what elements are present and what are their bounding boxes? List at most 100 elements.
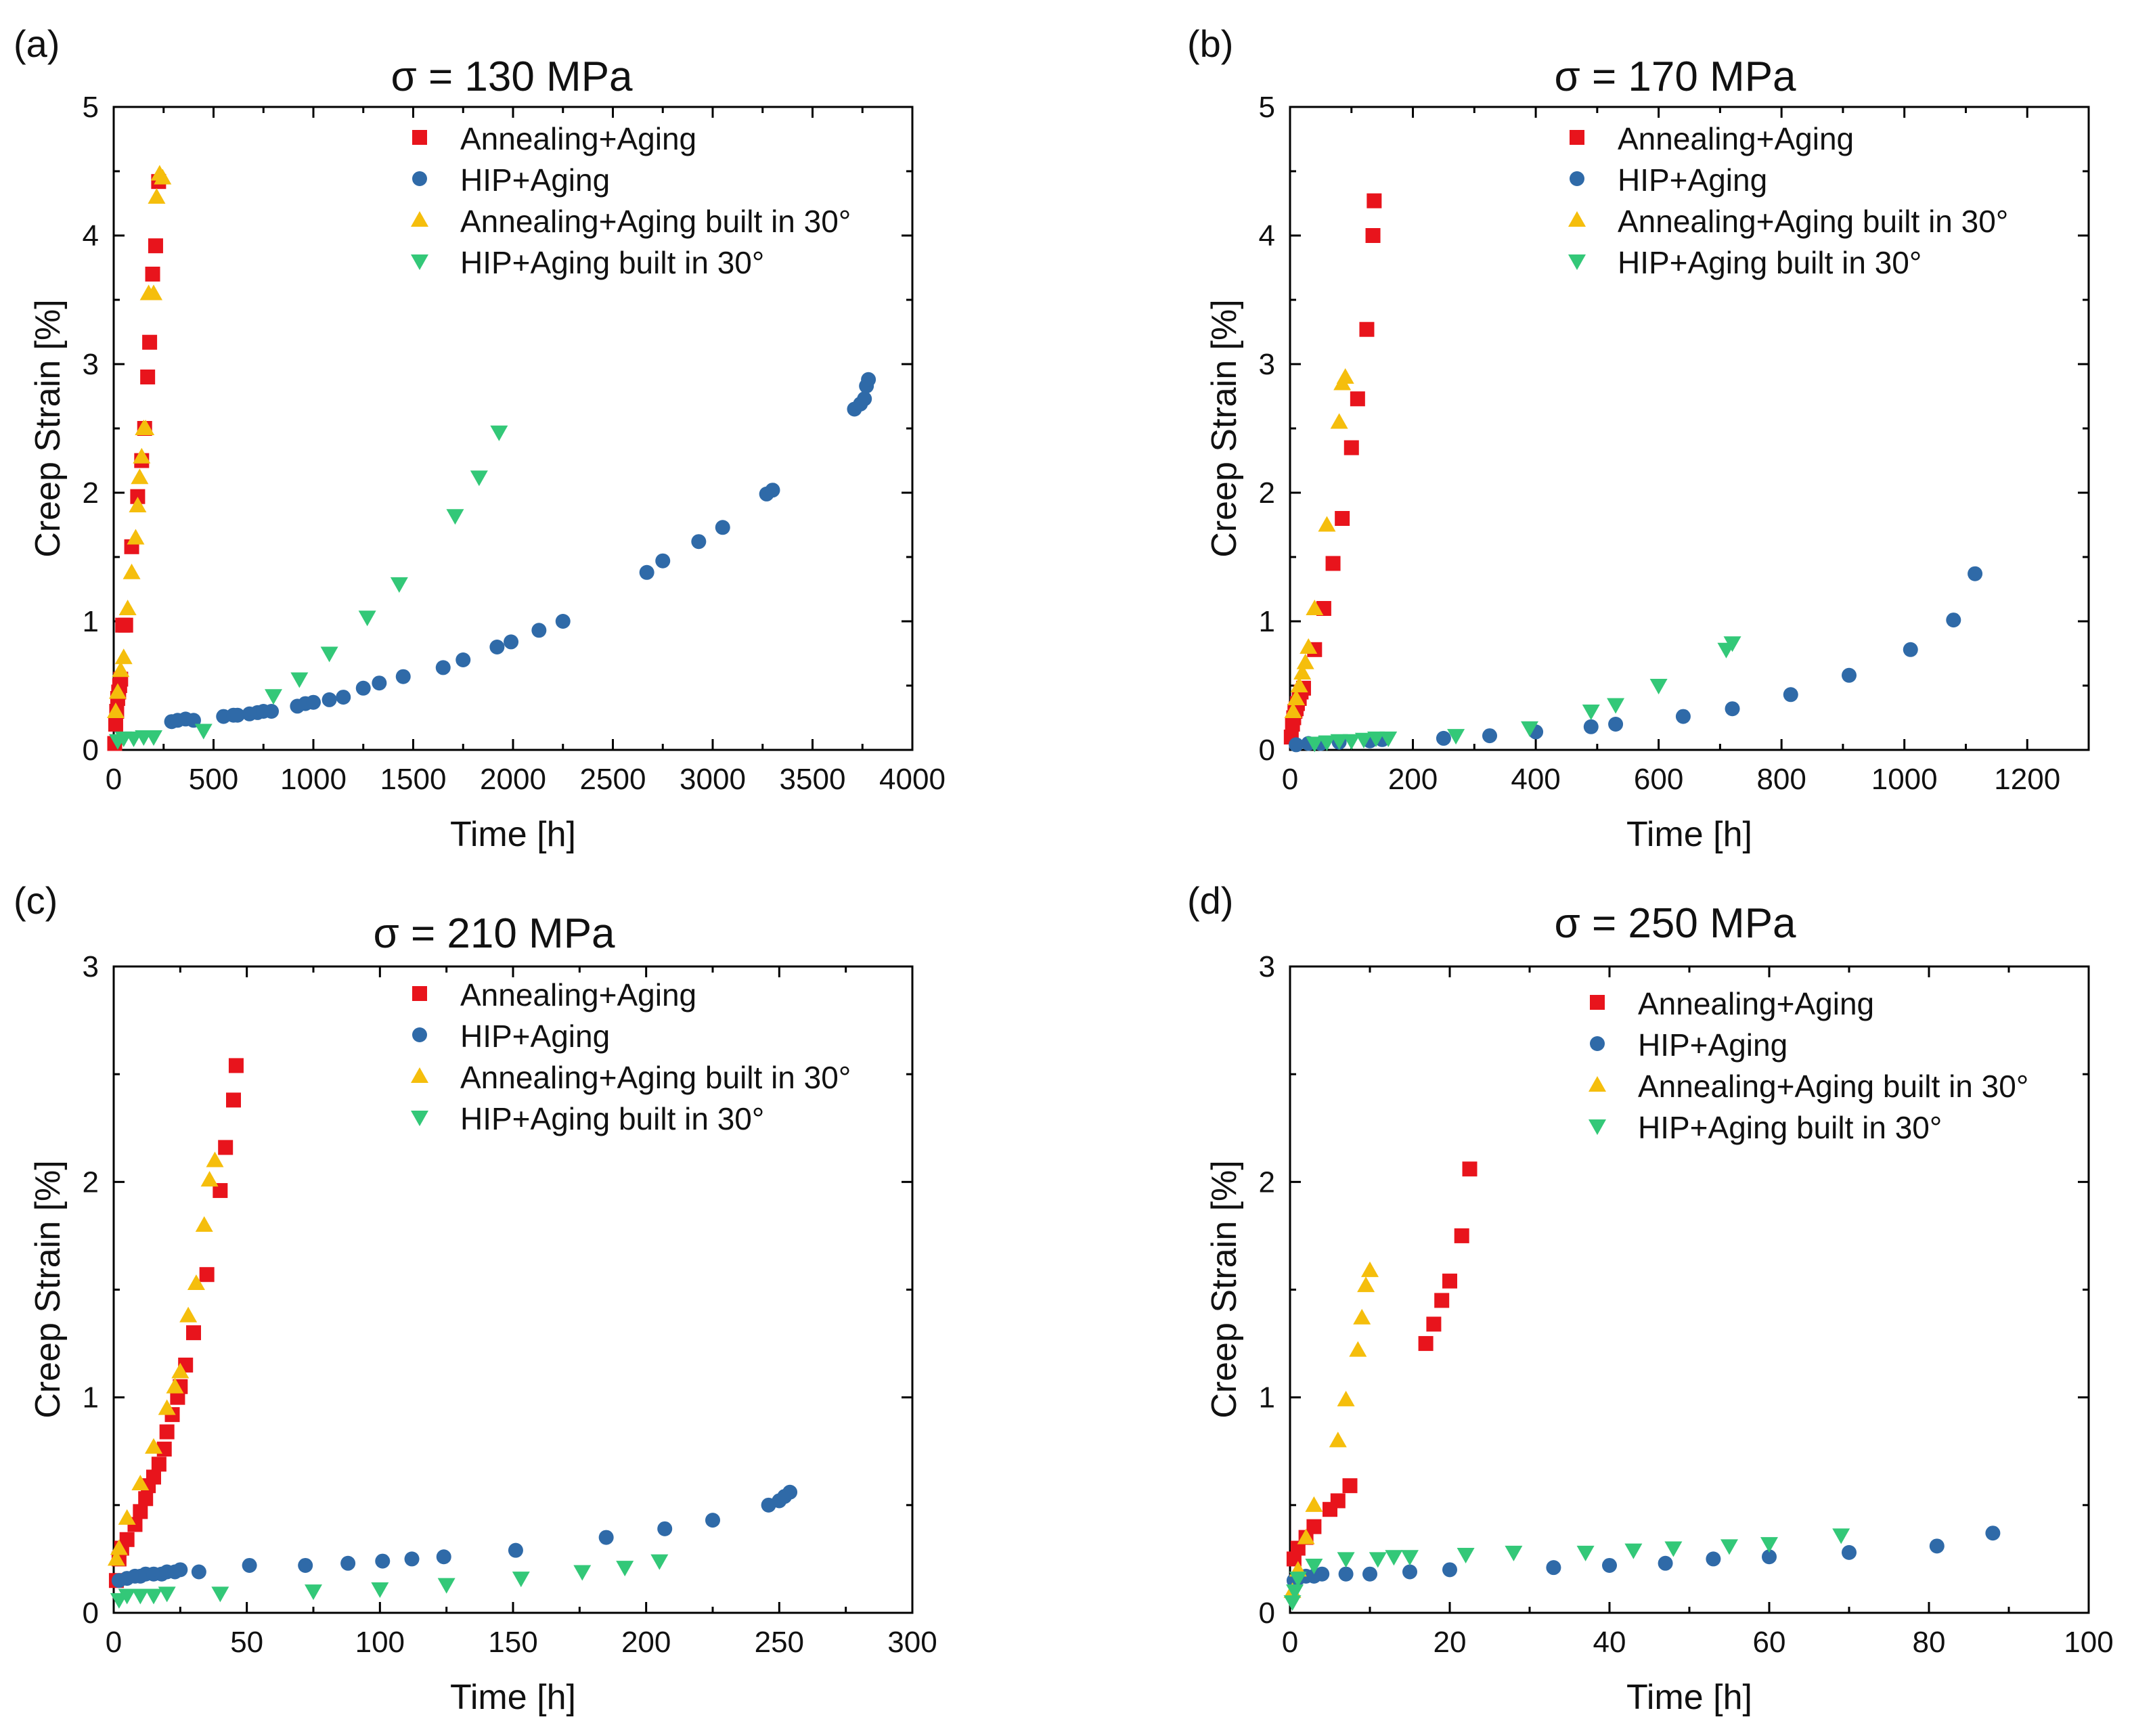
data-point-hip30 (1283, 1595, 1302, 1611)
data-markers (107, 1058, 798, 1609)
data-point-hip (395, 669, 411, 684)
data-point-hip30 (512, 1572, 530, 1588)
x-tick-label: 20 (1434, 1626, 1467, 1659)
legend-label: Annealing+Aging built in 30° (460, 204, 851, 239)
data-point-aa (1365, 228, 1381, 243)
data-point-aa (1454, 1228, 1469, 1243)
data-point-hip (1338, 1566, 1354, 1582)
x-tick-label: 3000 (680, 763, 746, 796)
y-tick-label: 1 (1259, 1381, 1275, 1415)
data-point-hip (1842, 1544, 1857, 1560)
data-markers (1283, 1161, 2001, 1611)
data-point-aa30 (1329, 1431, 1347, 1448)
data-point-hip (598, 1530, 614, 1545)
legend-label: Annealing+Aging (460, 121, 696, 156)
data-point-hip (1482, 728, 1497, 744)
data-point-aa30 (1357, 1276, 1375, 1293)
data-point-aa (1306, 1519, 1322, 1534)
x-tick-label: 2000 (480, 763, 546, 796)
data-point-aa (159, 1424, 175, 1440)
data-point-aa30 (127, 529, 145, 545)
data-point-hip30 (1367, 731, 1385, 747)
data-point-hip30 (1521, 721, 1538, 737)
data-point-hip30 (1457, 1548, 1475, 1564)
data-point-hip (436, 1549, 451, 1565)
data-point-hip30 (1576, 1545, 1595, 1561)
data-point-hip30 (1720, 1539, 1738, 1555)
legend-label: HIP+Aging (1638, 1027, 1787, 1063)
data-point-aa30 (133, 447, 151, 464)
data-point-aa30 (1297, 1528, 1315, 1544)
data-point-hip (1968, 566, 1983, 581)
legend-marker-hip (1590, 1036, 1605, 1051)
data-point-hip30 (1447, 729, 1465, 745)
data-point-hip (404, 1551, 420, 1567)
x-tick-label: 100 (2064, 1626, 2113, 1659)
legend-marker-hip30 (411, 1111, 428, 1126)
data-point-aa (186, 1325, 201, 1341)
data-point-hip30 (1582, 705, 1600, 720)
data-point-hip30 (358, 610, 376, 627)
chart-title: σ = 250 MPa (1554, 900, 1796, 947)
data-point-aa30 (179, 1306, 198, 1322)
data-point-hip (1314, 1566, 1330, 1582)
data-point-hip (1436, 730, 1451, 746)
x-tick-label: 150 (488, 1626, 537, 1659)
data-point-hip30 (390, 577, 408, 593)
data-point-aa30 (106, 703, 125, 718)
x-tick-label: 600 (1634, 763, 1683, 796)
y-tick-label: 3 (83, 950, 99, 983)
legend-marker-aa30 (411, 1067, 428, 1083)
y-tick-label: 2 (1259, 1165, 1275, 1199)
data-point-aa30 (166, 1377, 184, 1394)
data-point-hip (857, 391, 872, 407)
data-point-hip (435, 660, 451, 675)
tick-labels: 0 50 100 150 200 250 300 0 1 2 3 (83, 950, 937, 1659)
axis-ticks (1289, 965, 2090, 1614)
data-point-aa30 (1287, 690, 1306, 705)
data-point-aa (1325, 556, 1341, 571)
data-point-hip30 (1385, 1550, 1403, 1566)
data-point-hip (1929, 1538, 1945, 1554)
legend-marker-hip (1570, 171, 1584, 186)
data-point-hip30 (470, 470, 488, 487)
data-point-aa30 (137, 420, 155, 435)
data-point-hip (1675, 709, 1691, 724)
data-point-aa (1359, 321, 1375, 337)
data-point-aa30 (206, 1151, 224, 1167)
data-point-hip (340, 1555, 356, 1571)
legend: Annealing+Aging HIP+Aging Annealing+Aging … (411, 121, 851, 280)
data-point-aa (145, 267, 160, 282)
data-point-hip30 (1306, 736, 1324, 753)
data-point-aa (228, 1058, 244, 1073)
chart-title: σ = 210 MPa (373, 910, 615, 957)
data-point-aa30 (118, 1509, 136, 1525)
data-point-aa30 (1337, 1390, 1355, 1406)
data-point-aa (1342, 1478, 1358, 1494)
panel-label: (d) (1187, 879, 1233, 922)
data-point-aa (151, 1456, 166, 1472)
data-point-aa30 (1318, 516, 1336, 532)
data-point-aa (118, 617, 133, 633)
y-tick-label: 3 (83, 348, 99, 381)
panel-label: (c) (14, 879, 58, 922)
legend-marker-aa (1570, 130, 1584, 145)
data-point-aa (142, 334, 158, 350)
legend-marker-aa30 (411, 211, 428, 227)
data-point-hip30 (145, 730, 162, 746)
data-point-hip (355, 680, 371, 696)
data-point-aa30 (195, 1216, 213, 1232)
data-point-aa30 (112, 661, 130, 677)
x-tick-label: 250 (755, 1626, 804, 1659)
x-tick-label: 1000 (1871, 763, 1938, 796)
legend-label: Annealing+Aging (1618, 121, 1854, 156)
data-point-hip (508, 1542, 523, 1558)
x-tick-label: 2500 (580, 763, 646, 796)
data-point-hip30 (158, 1586, 176, 1603)
data-point-aa30 (1349, 1341, 1367, 1357)
data-point-aa30 (1300, 638, 1318, 654)
y-tick-label: 5 (83, 91, 99, 124)
data-point-hip (504, 634, 519, 650)
data-point-aa (133, 1504, 148, 1519)
tick-labels: 0 200 400 600 800 1000 1200 0 1 2 3 4 5 (1259, 91, 2061, 796)
